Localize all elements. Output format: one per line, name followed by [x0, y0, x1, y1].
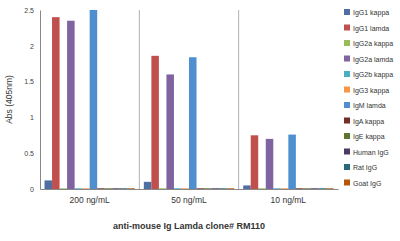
bar — [67, 21, 75, 189]
x-tick-label: 50 ng/mL — [171, 195, 207, 205]
legend-label: IgE kappa — [353, 133, 385, 141]
legend-swatch — [344, 149, 350, 155]
legend-label: IgM lamda — [353, 102, 386, 110]
bar — [281, 188, 289, 189]
bar — [97, 188, 105, 189]
y-tick: 1 — [30, 114, 40, 121]
plot: 0 0.5 1 1.5 2 2.5 200 ng/mL 50 ng/mL 10 ng/mL — [24, 7, 338, 205]
bar — [90, 10, 98, 189]
legend-label: Goat IgG — [353, 180, 381, 188]
legend-swatch — [344, 164, 350, 170]
bar — [52, 17, 60, 189]
legend-swatch — [344, 118, 350, 124]
y-axis: 0 0.5 1 1.5 2 2.5 — [24, 7, 40, 193]
legend-swatch — [344, 40, 350, 46]
legend-swatch — [344, 56, 350, 62]
y-axis-title: Abs (405nm) — [4, 75, 14, 124]
bar — [243, 185, 251, 189]
bar — [120, 188, 128, 189]
bars — [45, 10, 334, 189]
bar — [219, 188, 227, 189]
bar — [45, 180, 53, 189]
legend-label: IgG1 kappa — [353, 9, 389, 17]
y-tick-label: 2 — [30, 43, 34, 50]
x-axis: 200 ng/mL 50 ng/mL 10 ng/mL — [41, 189, 339, 205]
legend-swatch — [344, 133, 350, 139]
bar — [174, 188, 182, 189]
bar — [303, 188, 311, 189]
bar — [112, 188, 120, 189]
bar — [227, 188, 235, 189]
x-tick-label: 200 ng/mL — [70, 195, 110, 205]
legend: IgG1 kappa IgG1 lamda IgG2a kappa IgG2a lam… — [344, 9, 393, 188]
legend-label: IgA kappa — [353, 118, 384, 126]
bar — [273, 188, 281, 189]
legend-label: IgG1 lamda — [353, 25, 389, 33]
legend-label: Human IgG — [353, 149, 389, 157]
legend-label: IgG2a kappa — [353, 40, 393, 48]
legend-swatch — [344, 87, 350, 93]
legend-label: Rat IgG — [353, 164, 377, 172]
y-tick: 0 — [30, 186, 40, 193]
x-tick: 50 ng/mL — [171, 189, 207, 205]
bar — [151, 56, 159, 189]
category-divider — [139, 10, 140, 189]
bar — [82, 188, 90, 189]
x-tick: 10 ng/mL — [271, 189, 307, 205]
bar — [204, 188, 212, 189]
bar — [60, 188, 68, 189]
legend-label: IgG2b kappa — [353, 71, 393, 79]
legend-swatch — [344, 180, 350, 186]
bar — [166, 74, 174, 189]
bar — [105, 188, 113, 189]
chart: 0 0.5 1 1.5 2 2.5 200 ng/mL 50 ng/mL 10 ng/mL ant… — [0, 0, 400, 241]
bar — [258, 188, 266, 189]
y-tick-label: 0 — [30, 186, 34, 193]
bar — [181, 188, 189, 189]
x-tick: 200 ng/mL — [70, 189, 110, 205]
legend-swatch — [344, 102, 350, 108]
y-tick: 2 — [30, 43, 40, 50]
category-divider — [238, 10, 239, 189]
bar — [144, 182, 152, 189]
legend-label: IgG3 kappa — [353, 87, 389, 95]
bar — [266, 139, 274, 189]
bar — [197, 188, 205, 189]
bar — [189, 57, 197, 189]
legend-swatch — [344, 9, 350, 15]
y-axis-line — [40, 11, 41, 190]
legend-label: IgG2a lamda — [353, 56, 393, 64]
legend-swatch — [344, 71, 350, 77]
x-axis-line — [41, 189, 339, 190]
bar — [318, 188, 326, 189]
y-tick: 1.5 — [24, 78, 40, 85]
bar — [311, 188, 319, 189]
y-tick-label: 1 — [30, 114, 34, 121]
bar — [326, 188, 334, 189]
bar — [296, 188, 304, 189]
bar — [251, 135, 259, 189]
y-tick-label: 1.5 — [24, 78, 34, 85]
y-tick: 0.5 — [24, 150, 40, 157]
x-tick-label: 10 ng/mL — [271, 195, 307, 205]
y-tick-label: 0.5 — [24, 150, 34, 157]
legend-swatch — [344, 25, 350, 31]
bar — [159, 188, 167, 189]
y-tick: 2.5 — [24, 7, 40, 14]
y-tick-label: 2.5 — [24, 7, 34, 14]
bar — [127, 188, 135, 189]
bar — [288, 135, 296, 189]
bar — [75, 188, 83, 189]
bar — [212, 188, 220, 189]
x-axis-title: anti-mouse Ig Lamda clone# RM110 — [113, 221, 265, 231]
